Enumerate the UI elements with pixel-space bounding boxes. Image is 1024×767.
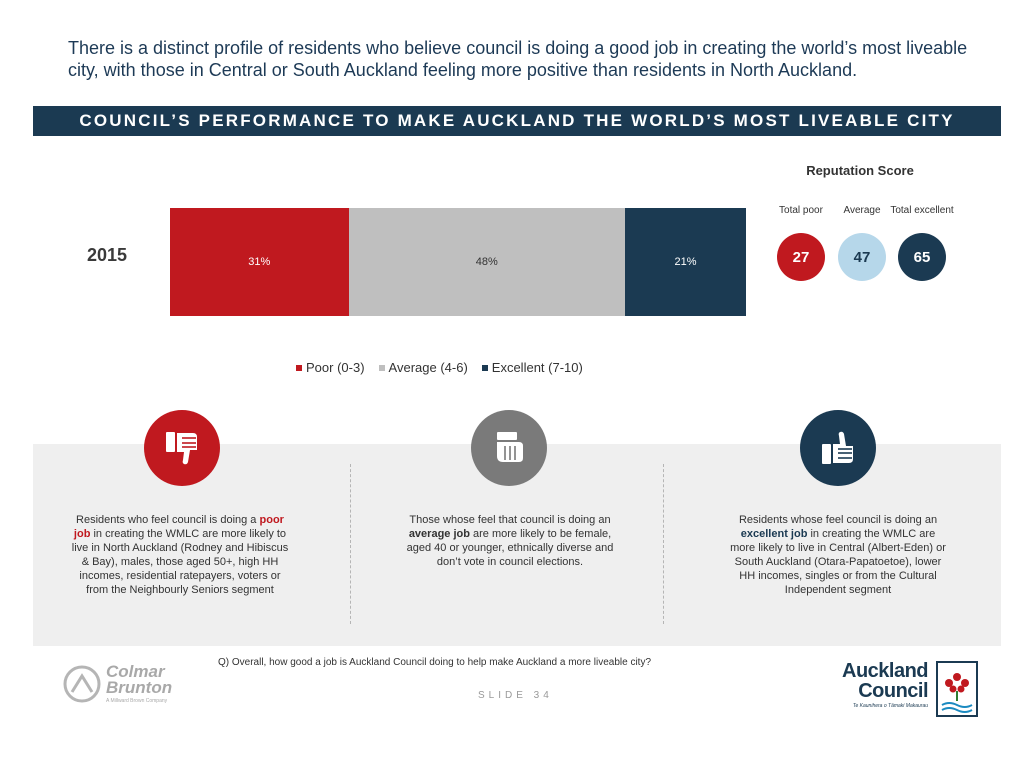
thumbs-up-icon <box>800 410 876 486</box>
legend-swatch-poor <box>296 364 302 371</box>
profile-text-excellent: Residents whose feel council is doing an… <box>730 514 946 596</box>
reputation-label-excellent: Total excellent <box>890 205 954 216</box>
legend-label-excellent: Excellent (7-10) <box>491 360 583 375</box>
year-label: 2015 <box>87 245 128 265</box>
profile-emphasis-poor: poor job <box>73 514 284 540</box>
legend-swatch-average <box>378 364 385 371</box>
bar-label-poor: 31% <box>248 256 271 268</box>
reputation-score-average: 47 <box>838 233 886 281</box>
ac-name-1: Auckland <box>842 660 929 682</box>
ac-name-2: Council <box>858 680 929 702</box>
legend-label-average: Average (4-6) <box>388 360 468 375</box>
profile-text-average: Those whose feel that council is doing a… <box>406 514 614 568</box>
reputation-score-poor: 27 <box>777 233 825 281</box>
panel-divider <box>350 464 351 624</box>
pohutukawa-emblem-icon <box>936 661 978 717</box>
thumbs-sideways-icon <box>471 410 547 486</box>
reputation-total-excellent: Total excellent 65 <box>887 197 957 281</box>
reputation-average: Average 47 <box>827 197 897 281</box>
legend-item-poor: Poor (0-3) <box>296 360 365 375</box>
section-banner: COUNCIL’S PERFORMANCE TO MAKE AUCKLAND T… <box>33 106 1001 136</box>
profile-text-poor: Residents who feel council is doing a po… <box>71 514 289 596</box>
thumbs-down-icon <box>144 410 220 486</box>
bar-segment-excellent: 21% <box>625 208 746 316</box>
cb-name-1: Colmar <box>106 662 165 681</box>
reputation-label-average: Average <box>843 205 881 216</box>
bar-segment-average: 48% <box>348 208 626 316</box>
cb-tagline: A Millward Brown Company <box>106 698 168 704</box>
colmar-brunton-emblem-icon <box>63 665 101 703</box>
bar-label-average: 48% <box>475 256 498 268</box>
bar-label-excellent: 21% <box>674 256 697 268</box>
profile-emphasis-average: average job <box>408 528 470 540</box>
reputation-label-poor: Total poor <box>779 205 823 216</box>
reputation-total-poor: Total poor 27 <box>766 197 836 281</box>
legend-item-average: Average (4-6) <box>378 360 468 375</box>
reputation-score-excellent: 65 <box>898 233 946 281</box>
auckland-council-logo: Auckland Council Te Kaunihera o Tāmaki M… <box>842 660 978 717</box>
chart-legend: Poor (0-3) Average (4-6) Excellent (7-10… <box>296 360 583 375</box>
panel-divider <box>663 464 664 624</box>
cb-name-2: Brunton <box>106 678 173 697</box>
page-headline: There is a distinct profile of residents… <box>68 38 968 80</box>
profile-emphasis-excellent: excellent job <box>740 528 808 540</box>
colmar-brunton-logo: Colmar Brunton A Millward Brown Company <box>62 662 173 704</box>
stacked-bar: 31% 48% 21% <box>170 208 746 316</box>
survey-question: Q) Overall, how good a job is Auckland C… <box>218 657 652 668</box>
legend-swatch-excellent <box>481 364 488 371</box>
ac-tagline: Te Kaunihera o Tāmaki Makaurau <box>852 703 929 709</box>
legend-label-poor: Poor (0-3) <box>306 360 365 375</box>
legend-item-excellent: Excellent (7-10) <box>481 360 583 375</box>
bar-segment-poor: 31% <box>170 208 349 316</box>
reputation-title: Reputation Score <box>806 163 914 178</box>
slide-number: SLIDE 34 <box>478 690 553 701</box>
